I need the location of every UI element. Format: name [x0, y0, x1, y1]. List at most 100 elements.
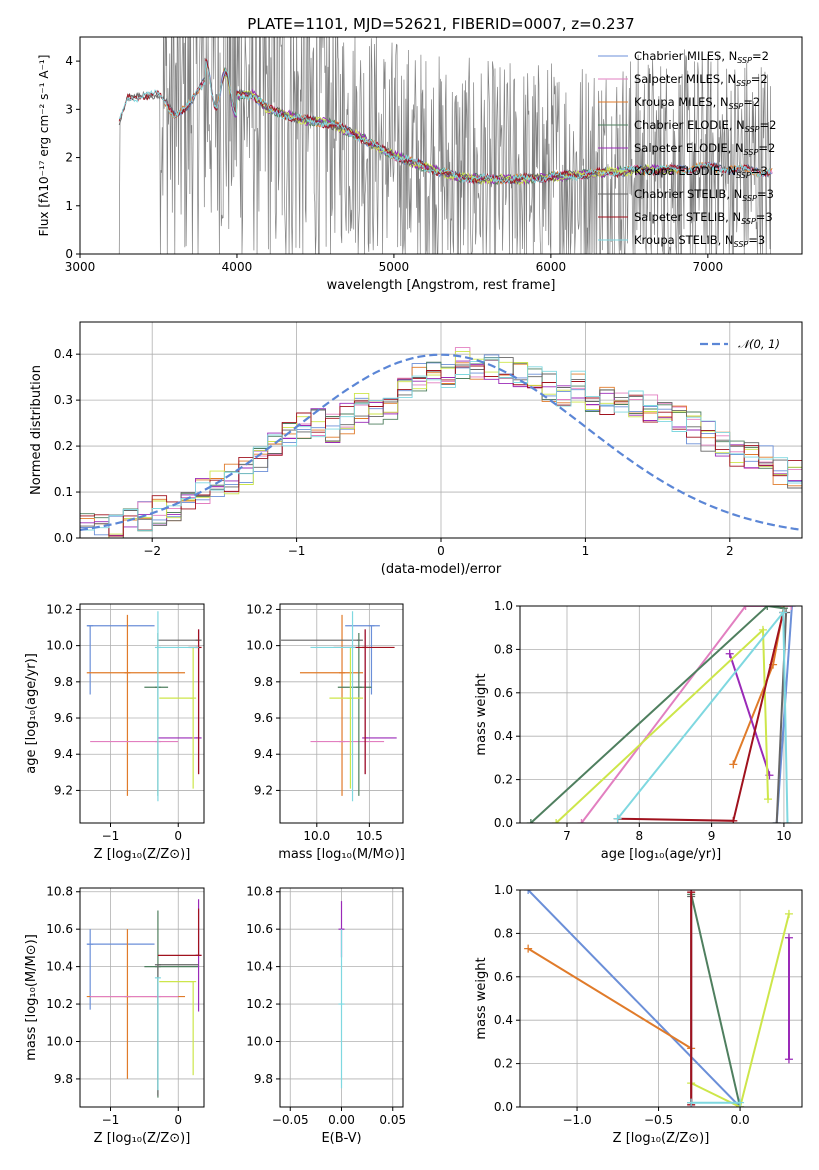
y-tick-label: 10.0 — [46, 1034, 73, 1048]
y-tick-label: 2 — [65, 151, 73, 165]
data-point-elodie_kroupa — [159, 980, 197, 1076]
y-tick-label: 1.0 — [494, 883, 513, 897]
legend: Chabrier MILES, NSSP=2 Salpeter MILES, NS… — [598, 49, 776, 249]
data-point-elodie_kroupa — [159, 647, 197, 789]
plot-frame — [79, 603, 205, 824]
panel-residuals: −2 −1 0 1 2 0.0 0.1 0.2 0.3 0.4 (data-model)/error… — [29, 321, 803, 577]
weight-marker — [783, 819, 792, 823]
legend-entry: 𝒩(0, 1) — [738, 337, 780, 351]
data-point-miles_chabrier — [86, 625, 155, 695]
y-axis-label: Flux [fλ10⁻¹⁷ erg cm⁻² s⁻¹ A⁻¹] — [37, 55, 51, 237]
x-tick-label: 0 — [174, 1113, 182, 1127]
weight-line — [527, 890, 741, 1107]
series-elodie_salpeter — [784, 933, 793, 1064]
plot-marks — [524, 890, 793, 1107]
y-tick-label: 10.8 — [246, 885, 273, 899]
weight-marker — [784, 909, 793, 918]
x-tick-label: 0.0 — [731, 1113, 750, 1127]
x-tick-label: 1 — [582, 544, 590, 558]
plot-frame — [279, 887, 404, 1108]
y-axis-label: mass [log₁₀(M/M⊙)] — [24, 934, 39, 1061]
weight-line — [580, 606, 792, 823]
data-point-elodie_chabrier — [337, 632, 372, 796]
y-tick-label: 0.0 — [494, 816, 513, 830]
weight-line — [530, 606, 785, 823]
plot-frame — [79, 36, 803, 255]
series-stelib_kroupa — [613, 608, 792, 823]
x-axis-label: Z [log₁₀(Z/Z⊙)] — [94, 847, 191, 862]
y-axis-label: mass weight — [474, 673, 489, 755]
y-tick-label: 10.2 — [246, 997, 273, 1011]
data-point-stelib_kroupa — [338, 929, 345, 1089]
plot-frame — [519, 605, 803, 824]
y-axis-label: Normed distribution — [29, 365, 44, 495]
weight-marker — [772, 819, 781, 823]
weight-marker — [764, 795, 773, 804]
plot-marks — [86, 899, 202, 1098]
y-tick-label: 0.8 — [494, 642, 513, 656]
x-axis-label: mass [log₁₀(M/M⊙)] — [278, 847, 405, 862]
y-tick-label: 10.0 — [246, 639, 273, 653]
y-tick-label: 9.8 — [54, 675, 73, 689]
y-tick-label: 0 — [65, 247, 73, 261]
x-tick-label: 6000 — [536, 260, 567, 274]
y-tick-label: 10.8 — [46, 885, 73, 899]
y-tick-label: 0.2 — [54, 439, 73, 453]
panel-mass-vs-ebv: −0.05 0.00 0.05 9.8 10.0 10.2 10.4 10.6 10.8 E(B-… — [246, 885, 406, 1146]
weight-marker — [524, 890, 533, 894]
y-tick-label: 9.4 — [54, 747, 73, 761]
x-tick-label: −0.5 — [644, 1113, 673, 1127]
weight-marker — [526, 819, 535, 823]
y-tick-label: 10.0 — [46, 639, 73, 653]
legend-entry: Chabrier ELODIE, NSSP=2 — [634, 118, 776, 134]
y-tick-label: 9.8 — [254, 1072, 273, 1086]
weight-marker — [729, 816, 738, 823]
y-tick-label: 1.0 — [494, 599, 513, 613]
data-point-miles_kroupa — [86, 614, 186, 796]
data-point-stelib_kroupa — [154, 977, 161, 1091]
plot-marks — [86, 611, 202, 802]
legend: 𝒩(0, 1) — [700, 337, 780, 351]
histogram-miles_kroupa — [80, 362, 802, 538]
chart-title: PLATE=1101, MJD=52621, FIBERID=0007, z=0… — [247, 15, 634, 33]
y-tick-label: 0.6 — [494, 970, 513, 984]
weight-marker — [736, 1098, 745, 1107]
x-tick-label: 7 — [563, 829, 571, 843]
y-tick-label: 9.4 — [254, 747, 273, 761]
y-tick-label: 0.8 — [494, 926, 513, 940]
y-tick-label: 9.8 — [254, 675, 273, 689]
x-tick-label: 4000 — [222, 260, 253, 274]
weight-marker — [552, 819, 561, 823]
plot-marks — [80, 37, 773, 254]
y-tick-label: 10.6 — [246, 922, 273, 936]
x-tick-label: 2 — [726, 544, 734, 558]
plot-marks — [80, 347, 802, 538]
x-tick-label: −1.0 — [562, 1113, 591, 1127]
panel-age-vs-mass: 10.0 10.5 9.2 9.4 9.6 9.8 10.0 10.2 mass [log₁₀(… — [246, 602, 404, 862]
legend-entry: Chabrier STELIB, NSSP=3 — [634, 187, 774, 203]
y-tick-label: 0.2 — [494, 1057, 513, 1071]
y-tick-label: 10.2 — [46, 997, 73, 1011]
x-tick-label: 0 — [174, 829, 182, 843]
weight-marker — [524, 944, 533, 953]
x-tick-label: −1 — [102, 1113, 120, 1127]
y-tick-label: 0.1 — [54, 485, 73, 499]
x-tick-label: 0 — [437, 544, 445, 558]
plot-area — [80, 888, 204, 1107]
x-tick-label: 0.05 — [379, 1113, 406, 1127]
y-tick-label: 0.6 — [494, 686, 513, 700]
y-tick-label: 1 — [65, 199, 73, 213]
histogram-stelib_kroupa — [80, 357, 802, 538]
x-tick-label: 0.00 — [328, 1113, 355, 1127]
weight-marker — [758, 625, 767, 634]
panel-weight-vs-age: 7 8 9 10 0.0 0.2 0.4 0.6 0.8 1.0 age [log₁₀(age/yr… — [474, 599, 803, 862]
series-stelib_kroupa — [687, 1098, 745, 1107]
y-tick-label: 0.3 — [54, 393, 73, 407]
panel-mass-vs-z: −1 0 9.8 10.0 10.2 10.4 10.6 10.8 Z [log₁₀(Z/Z⊙)… — [24, 885, 205, 1146]
y-tick-label: 10.2 — [246, 602, 273, 616]
panel-age-vs-z: −1 0 9.2 9.4 9.6 9.8 10.0 10.2 Z [log₁₀(Z/Z⊙)] ag… — [24, 602, 205, 862]
x-axis-label: age [log₁₀(age/yr)] — [601, 847, 722, 862]
x-tick-label: 7000 — [693, 260, 724, 274]
observed-spectrum — [80, 37, 771, 254]
y-tick-label: 3 — [65, 102, 73, 116]
